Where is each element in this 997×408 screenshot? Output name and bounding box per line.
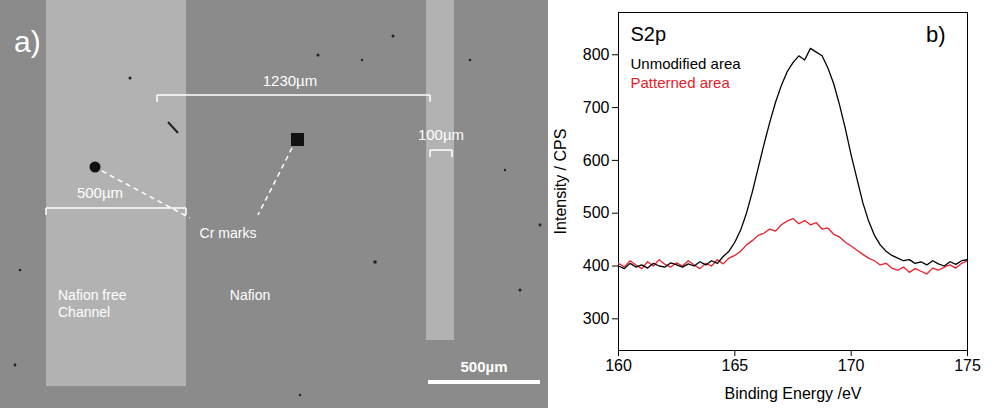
svg-text:400: 400 (583, 257, 610, 274)
svg-text:165: 165 (721, 357, 748, 374)
svg-text:Patterned area: Patterned area (631, 74, 731, 91)
svg-text:300: 300 (583, 310, 610, 327)
svg-text:b): b) (926, 22, 946, 47)
svg-text:Unmodified area: Unmodified area (631, 55, 742, 72)
svg-text:Nafion freeChannel: Nafion freeChannel (58, 287, 127, 320)
svg-text:800: 800 (583, 46, 610, 63)
svg-text:100µm: 100µm (418, 126, 464, 143)
svg-text:Cr marks: Cr marks (200, 225, 257, 241)
svg-text:Intensity / CPS: Intensity / CPS (552, 129, 569, 235)
svg-text:160: 160 (605, 357, 632, 374)
svg-text:600: 600 (583, 151, 610, 168)
svg-text:500µm: 500µm (460, 358, 507, 375)
svg-text:500: 500 (583, 204, 610, 221)
svg-text:170: 170 (838, 357, 865, 374)
svg-text:Binding Energy /eV: Binding Energy /eV (725, 385, 862, 402)
svg-text:1230µm: 1230µm (263, 72, 318, 89)
svg-text:S2p: S2p (631, 23, 667, 45)
svg-text:700: 700 (583, 99, 610, 116)
svg-text:175: 175 (954, 357, 981, 374)
svg-text:Nafion: Nafion (230, 287, 270, 303)
svg-text:500µm: 500µm (77, 184, 123, 201)
svg-text:a): a) (14, 25, 41, 58)
